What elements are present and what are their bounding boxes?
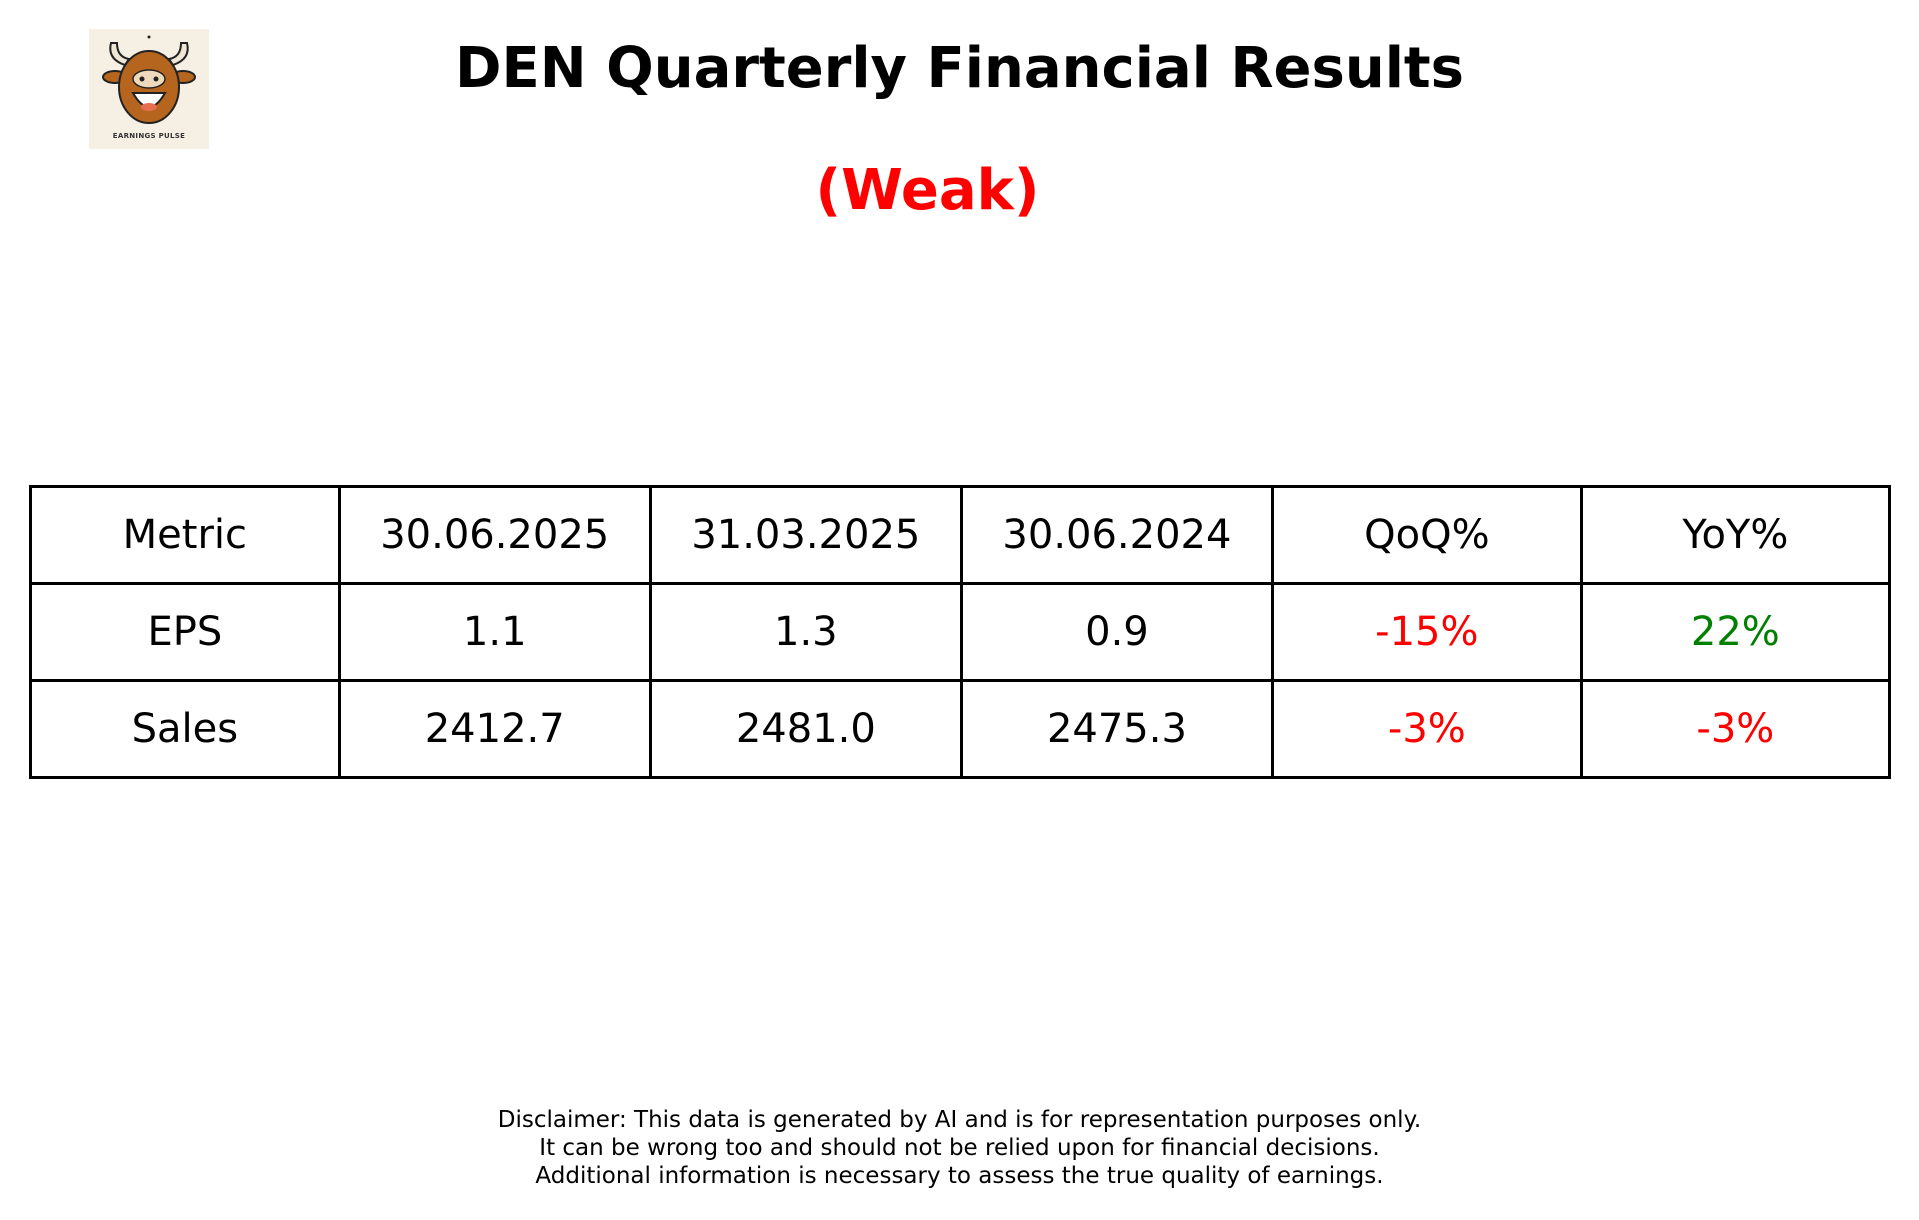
disclaimer-line: Disclaimer: This data is generated by AI… — [497, 1107, 1422, 1133]
table-cell: 22% — [1579, 582, 1892, 682]
results-table: Metric 30.06.2025 31.03.2025 30.06.2024 … — [29, 485, 1892, 779]
table-cell: Sales — [29, 679, 341, 779]
table-cell: 2475.3 — [959, 679, 1275, 779]
table-cell: -15% — [1271, 582, 1583, 682]
header-cell: 31.03.2025 — [648, 485, 963, 585]
header-cell: YoY% — [1579, 485, 1892, 585]
rating-label: (Weak) — [815, 158, 1040, 223]
header-cell: QoQ% — [1271, 485, 1583, 585]
page-title: DEN Quarterly Financial Results — [455, 36, 1464, 101]
logo-text: EARNINGS PULSE — [112, 132, 186, 140]
header-cell: Metric — [29, 485, 341, 585]
table-header-row: Metric 30.06.2025 31.03.2025 30.06.2024 … — [29, 485, 1892, 585]
table-cell: -3% — [1579, 679, 1892, 779]
table-cell: 1.3 — [648, 582, 963, 682]
disclaimer-line: Additional information is necessary to a… — [535, 1163, 1384, 1189]
laughing-bull-icon — [102, 35, 196, 124]
table-row: Sales 2412.7 2481.0 2475.3 -3% -3% — [29, 679, 1892, 779]
header-cell: 30.06.2025 — [337, 485, 652, 585]
table-cell: 2481.0 — [648, 679, 963, 779]
table-cell: EPS — [29, 582, 341, 682]
table-cell: 0.9 — [959, 582, 1275, 682]
table-cell: 1.1 — [337, 582, 652, 682]
header-cell: 30.06.2024 — [959, 485, 1275, 585]
table-row: EPS 1.1 1.3 0.9 -15% 22% — [29, 582, 1892, 682]
disclaimer-line: It can be wrong too and should not be re… — [539, 1135, 1380, 1161]
table-cell: -3% — [1271, 679, 1583, 779]
table-cell: 2412.7 — [337, 679, 652, 779]
disclaimer: Disclaimer: This data is generated by AI… — [0, 1106, 1919, 1190]
earnings-pulse-logo: EARNINGS PULSE — [89, 29, 209, 149]
